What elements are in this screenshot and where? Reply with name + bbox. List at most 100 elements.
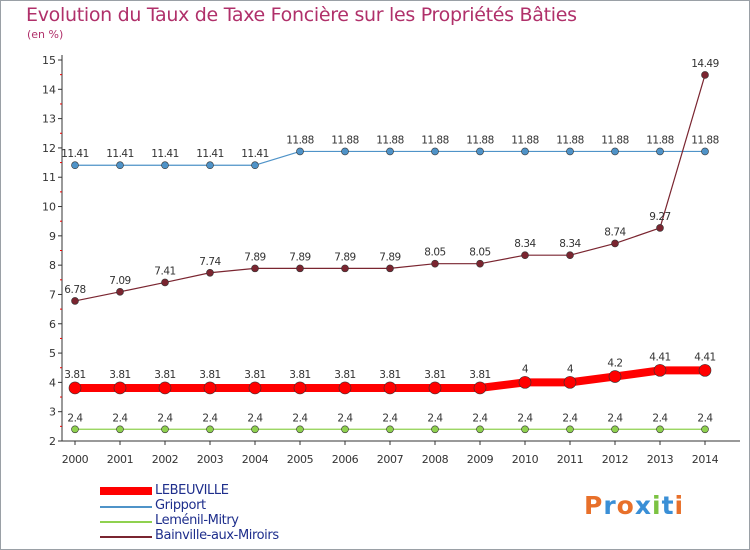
data-point-lebeuville xyxy=(293,381,307,395)
data-label-gripport: 11.88 xyxy=(286,134,314,146)
data-label-lemenil-mitry: 2.4 xyxy=(427,412,443,424)
data-point-lemenil-mitry xyxy=(476,425,484,434)
proxiti-logo: Proxiti xyxy=(584,491,684,520)
data-label-lemenil-mitry: 2.4 xyxy=(562,412,578,424)
data-point-gripport xyxy=(161,161,169,170)
data-label-gripport: 11.88 xyxy=(601,134,629,146)
data-label-lebeuville: 3.81 xyxy=(199,369,220,381)
data-point-lemenil-mitry xyxy=(206,425,214,434)
legend-label-gripport: Gripport xyxy=(155,498,206,513)
data-point-lebeuville xyxy=(518,376,532,389)
data-label-lebeuville: 3.81 xyxy=(109,369,130,381)
y-tick-label: 15 xyxy=(42,54,56,67)
y-tick-label: 11 xyxy=(42,171,56,184)
x-tick-label: 2009 xyxy=(467,453,494,466)
legend-label-bainville: Bainville-aux-Miroirs xyxy=(155,528,279,543)
y-tick-label: 8 xyxy=(49,259,56,272)
data-point-gripport xyxy=(386,147,394,156)
data-label-gripport: 11.88 xyxy=(646,134,674,146)
data-label-gripport: 11.41 xyxy=(151,148,179,160)
data-label-lebeuville: 3.81 xyxy=(289,369,310,381)
data-label-lemenil-mitry: 2.4 xyxy=(247,412,263,424)
data-point-lebeuville xyxy=(338,381,352,395)
data-point-lemenil-mitry xyxy=(521,425,529,434)
data-label-lebeuville: 4.2 xyxy=(607,358,622,370)
legend-swatch-gripport xyxy=(100,506,152,508)
data-label-lemenil-mitry: 2.4 xyxy=(607,412,623,424)
data-label-lemenil-mitry: 2.4 xyxy=(517,412,533,424)
data-point-bainville xyxy=(71,297,79,305)
y-tick-label: 12 xyxy=(42,142,56,155)
data-point-bainville xyxy=(206,268,214,277)
data-point-bainville xyxy=(476,259,484,268)
data-point-gripport xyxy=(296,147,304,156)
x-tick-label: 2014 xyxy=(692,453,719,466)
data-point-bainville xyxy=(296,264,304,273)
data-point-lebeuville xyxy=(248,381,262,395)
data-label-bainville: 7.09 xyxy=(109,275,130,287)
data-label-lemenil-mitry: 2.4 xyxy=(157,412,173,424)
data-label-bainville: 8.34 xyxy=(514,238,536,250)
y-tick-label: 10 xyxy=(42,201,56,214)
data-label-gripport: 11.88 xyxy=(691,134,719,146)
data-point-bainville xyxy=(656,224,664,232)
data-point-lemenil-mitry xyxy=(116,425,124,434)
x-tick-label: 2007 xyxy=(377,453,404,466)
data-point-lebeuville xyxy=(563,376,577,389)
y-tick-label: 9 xyxy=(49,230,56,243)
data-label-lemenil-mitry: 2.4 xyxy=(67,412,83,424)
data-point-lemenil-mitry xyxy=(431,425,439,434)
chart-title: Evolution du Taux de Taxe Foncière sur l… xyxy=(26,4,577,26)
data-point-gripport xyxy=(71,161,79,170)
data-point-lebeuville xyxy=(203,381,217,395)
x-tick-label: 2001 xyxy=(107,453,133,466)
data-label-gripport: 11.41 xyxy=(61,148,89,160)
legend-swatch-lemenil-mitry xyxy=(100,521,152,523)
y-tick-label: 13 xyxy=(42,113,56,126)
data-point-bainville xyxy=(251,264,259,273)
data-label-lemenil-mitry: 2.4 xyxy=(652,412,668,424)
data-point-gripport xyxy=(341,147,349,156)
data-point-lemenil-mitry xyxy=(251,425,259,434)
data-label-bainville: 14.49 xyxy=(691,58,719,70)
y-tick-label: 5 xyxy=(49,347,56,360)
x-tick-label: 2004 xyxy=(242,453,269,466)
y-tick-label: 4 xyxy=(49,376,56,389)
data-label-gripport: 11.41 xyxy=(241,148,269,160)
data-label-lebeuville: 3.81 xyxy=(64,369,85,381)
data-label-lebeuville: 3.81 xyxy=(469,369,490,381)
data-point-gripport xyxy=(431,147,439,156)
data-label-lebeuville: 4 xyxy=(567,363,574,375)
data-point-lebeuville xyxy=(113,381,127,395)
data-point-gripport xyxy=(566,147,574,156)
y-tick-label: 3 xyxy=(49,406,56,419)
data-point-lebeuville xyxy=(608,370,622,383)
y-tick-label: 6 xyxy=(49,318,56,331)
data-label-lemenil-mitry: 2.4 xyxy=(292,412,308,424)
data-label-lemenil-mitry: 2.4 xyxy=(337,412,353,424)
x-tick-label: 2011 xyxy=(557,453,583,466)
x-tick-label: 2012 xyxy=(602,453,628,466)
y-axis-unit-label: (en %) xyxy=(27,28,64,41)
x-tick-label: 2002 xyxy=(152,453,178,466)
y-tick-label: 7 xyxy=(49,288,56,301)
data-point-lemenil-mitry xyxy=(386,425,394,434)
data-point-lebeuville xyxy=(158,381,172,395)
data-point-lebeuville xyxy=(698,364,712,377)
data-point-gripport xyxy=(701,147,709,156)
data-point-gripport xyxy=(251,161,259,170)
data-point-gripport xyxy=(116,161,124,170)
data-point-gripport xyxy=(476,147,484,156)
data-label-bainville: 8.34 xyxy=(559,238,581,250)
legend-swatch-bainville xyxy=(100,536,152,538)
data-point-lemenil-mitry xyxy=(71,425,79,434)
data-label-lebeuville: 3.81 xyxy=(379,369,400,381)
data-point-lemenil-mitry xyxy=(566,425,574,434)
data-point-lebeuville xyxy=(68,381,82,395)
data-label-bainville: 8.05 xyxy=(424,247,445,259)
data-point-bainville xyxy=(521,251,529,259)
data-point-bainville xyxy=(116,288,124,296)
logo-letter: i xyxy=(652,491,662,520)
y-tick-label: 2 xyxy=(49,435,56,448)
data-label-lebeuville: 3.81 xyxy=(154,369,175,381)
